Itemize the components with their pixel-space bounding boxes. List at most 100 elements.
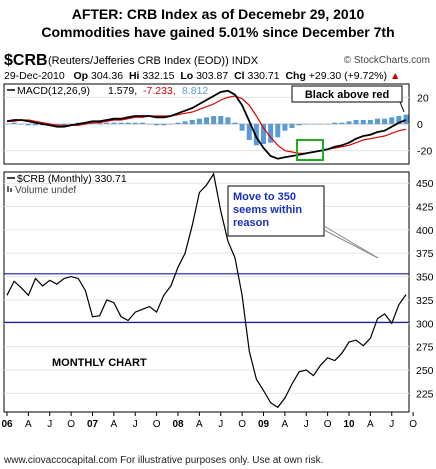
macd-histogram-bar — [204, 117, 209, 124]
price-y-tick-label: 350 — [416, 272, 434, 284]
x-tick-label: 09 — [258, 419, 270, 430]
close-value: 330.71 — [247, 70, 280, 82]
x-tick-label: 10 — [343, 419, 355, 430]
macd-histogram-bar — [189, 120, 195, 124]
x-tick-label: J — [304, 419, 309, 430]
price-y-tick-label: 400 — [416, 225, 434, 237]
macd-histogram-bar — [168, 124, 174, 125]
macd-legend-indicator: MACD(12,26,9) — [17, 85, 90, 97]
price-y-tick-label: 300 — [416, 318, 434, 330]
macd-panel: 20 0 -20 Black above red MACD(12,26,9) 1.5… — [3, 83, 432, 165]
annotation-line: seems within — [233, 204, 302, 216]
x-tick-label: A — [196, 419, 203, 430]
macd-histogram-bar — [296, 124, 302, 126]
symbol-label: $CRB — [4, 52, 48, 69]
macd-histogram-bar — [261, 124, 266, 144]
macd-histogram-bar — [97, 122, 103, 124]
price-panel: 450 425 400 375 350 325 300 275 250 225 06 A J O 07 A J… — [1, 171, 434, 430]
annotation-box-black-above-red — [291, 85, 403, 103]
open-label: Op — [73, 70, 89, 82]
open-value: 304.36 — [90, 70, 124, 82]
macd-histogram-bar — [396, 116, 402, 124]
macd-histogram-bar — [139, 122, 145, 124]
low-label: Lo — [180, 70, 194, 82]
macd-legend-signal-value: -7.233, — [143, 85, 176, 97]
macd-histogram-bar — [132, 122, 138, 124]
close-label: Cl — [234, 70, 245, 82]
annotation-black-above-red: Black above red — [305, 89, 389, 101]
x-tick-label: O — [153, 419, 161, 430]
macd-histogram-bar — [375, 118, 380, 124]
macd-histogram-bar — [33, 124, 38, 126]
macd-histogram-bar — [339, 122, 345, 124]
macd-y-tick-label: -20 — [417, 146, 432, 158]
macd-histogram-bar — [4, 124, 10, 125]
macd-histogram-bar — [111, 122, 117, 124]
price-gridlines — [4, 182, 409, 394]
x-tick-label: 06 — [1, 419, 13, 430]
x-tick-label: A — [25, 419, 32, 430]
price-y-tick-label: 225 — [416, 388, 434, 400]
price-frame — [3, 171, 410, 413]
annotation-pointer-350 — [323, 225, 379, 259]
chart-title-line1: AFTER: CRB Index as of Decemebr 29, 2010 — [71, 6, 365, 22]
x-tick-label: O — [67, 419, 75, 430]
macd-histogram-bar — [118, 122, 124, 124]
volume-icon — [7, 186, 9, 192]
x-tick-label: O — [324, 419, 332, 430]
price-y-tick-label: 250 — [416, 365, 434, 377]
macd-histogram-bar — [225, 117, 231, 124]
change-arrow-icon: ▲ — [389, 70, 401, 82]
low-value: 303.87 — [196, 70, 229, 82]
macd-histogram-bar — [147, 124, 152, 125]
chart-title-line2: Commodities have gained 5.01% since Dece… — [41, 24, 395, 40]
macd-histogram-bar — [175, 122, 181, 124]
annotation-pointer — [399, 101, 405, 113]
macd-histogram-bar — [154, 124, 160, 126]
crb-monthly-line — [6, 172, 407, 409]
annotation-line: Move to 350 — [233, 191, 296, 203]
reference-lines — [4, 273, 409, 323]
annotation-box-move-to-350 — [227, 185, 325, 237]
change-value: +29.30 (+9.72%) — [308, 70, 388, 82]
price-legend-series: $CRB (Monthly) 330.71 — [17, 173, 127, 185]
macd-legend: MACD(12,26,9) 1.579, -7.233, 8.812 — [7, 85, 208, 97]
macd-histogram-bar — [218, 116, 224, 124]
x-tick-label: J — [133, 419, 138, 430]
macd-histogram-bar — [346, 121, 352, 124]
x-tick-label: J — [47, 419, 52, 430]
macd-histogram-bar — [90, 122, 95, 124]
quote-line: 29-Dec-2010 Op 304.36 Hi 332.15 Lo 303.8… — [4, 70, 400, 82]
change-label: Chg — [285, 70, 306, 82]
price-y-tick-label: 450 — [416, 178, 434, 190]
macd-legend-macd-value: 1.579, — [108, 85, 137, 97]
price-legend: $CRB (Monthly) 330.71 Volume undef — [7, 173, 127, 196]
macd-histogram-bar — [125, 122, 131, 124]
crossover-highlight-box — [296, 139, 324, 161]
x-tick-label: A — [111, 419, 118, 430]
macd-legend-histogram-value: 8.812 — [182, 85, 208, 97]
x-tick-label: J — [218, 419, 223, 430]
macd-histogram-bar — [289, 124, 295, 128]
macd-histogram-bar — [282, 124, 288, 131]
high-label: Hi — [128, 70, 140, 82]
macd-histogram-bar — [389, 117, 395, 124]
x-tick-label: J — [389, 419, 394, 430]
price-y-tick-label: 325 — [416, 295, 434, 307]
annotation-monthly-chart: MONTHLY CHART — [52, 357, 147, 369]
price-y-ticks: 450 425 400 375 350 325 300 275 250 225 — [416, 178, 434, 400]
annotation-pointer-350b — [323, 229, 379, 259]
macd-histogram-bar — [367, 120, 373, 124]
source-credit: © StockCharts.com — [343, 55, 430, 66]
macd-histogram-bar — [232, 122, 238, 124]
price-legend-volume: Volume undef — [15, 185, 76, 196]
macd-histogram-bar — [318, 124, 323, 125]
macd-histogram-bar — [25, 124, 31, 126]
quote-date: 29-Dec-2010 — [4, 70, 65, 82]
macd-histogram-bar — [403, 114, 409, 124]
macd-histogram-bar — [353, 120, 359, 124]
macd-histogram-bar — [61, 124, 67, 126]
footer-text: www.ciovaccocapital.com For illustrative… — [4, 455, 324, 466]
macd-histogram-bar — [182, 121, 188, 124]
